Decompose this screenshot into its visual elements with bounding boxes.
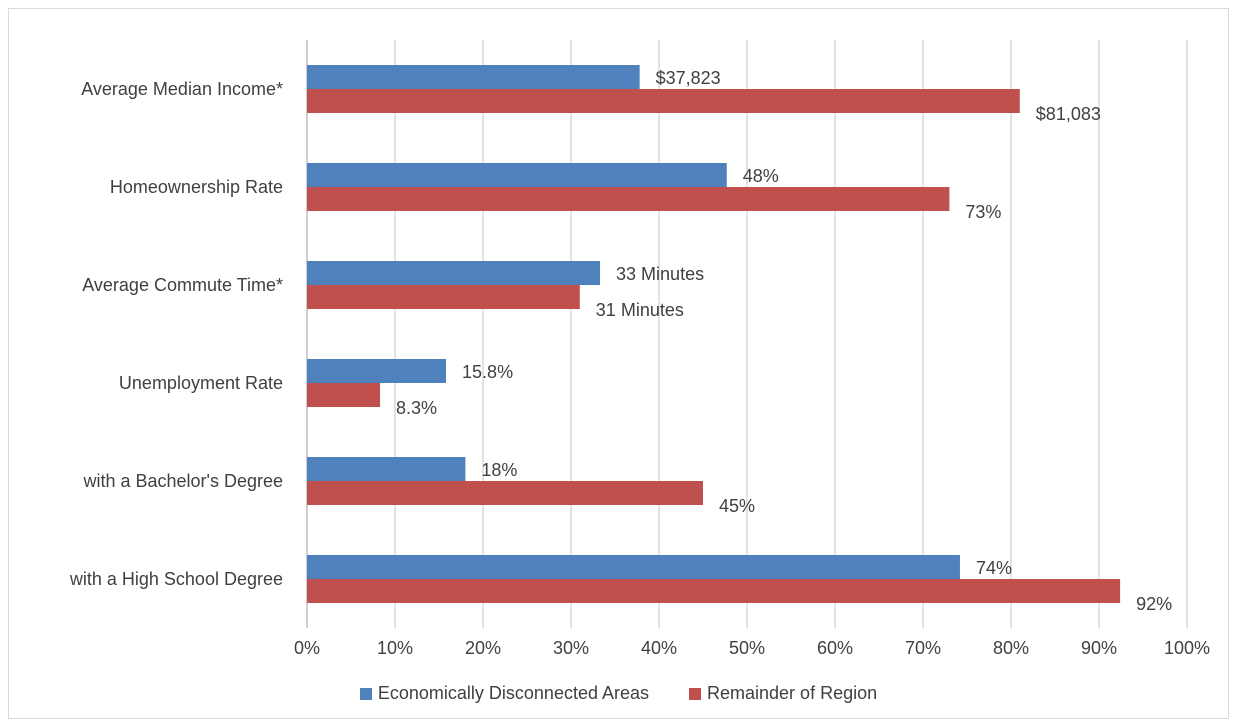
data-label-series-2: 73% (965, 202, 1001, 222)
category-label: with a High School Degree (69, 569, 283, 589)
bar-series-2 (307, 89, 1020, 113)
x-tick-label: 10% (377, 638, 413, 658)
category-label: Unemployment Rate (119, 373, 283, 393)
legend-item-series-1: Economically Disconnected Areas (359, 683, 650, 704)
data-label-series-1: 15.8% (462, 362, 513, 382)
data-label-series-2: 8.3% (396, 398, 437, 418)
data-label-series-2: 31 Minutes (596, 300, 684, 320)
bar-series-1 (307, 65, 640, 89)
category-label: Average Commute Time* (82, 275, 283, 295)
x-tick-label: 60% (817, 638, 853, 658)
x-tick-label: 30% (553, 638, 589, 658)
category-label: Average Median Income* (81, 79, 283, 99)
bar-series-1 (307, 359, 447, 383)
legend-label-series-2: Remainder of Region (707, 683, 878, 703)
legend-item-series-2: Remainder of Region (689, 683, 877, 704)
x-tick-label: 20% (465, 638, 501, 658)
data-label-series-2: $81,083 (1036, 104, 1101, 124)
category-label: with a Bachelor's Degree (82, 471, 283, 491)
x-tick-label: 40% (641, 638, 677, 658)
bar-series-2 (307, 579, 1121, 603)
legend-label-series-1: Economically Disconnected Areas (377, 683, 650, 703)
legend-swatch-series-1 (359, 687, 372, 700)
x-tick-label: 80% (993, 638, 1029, 658)
bar-series-2 (307, 285, 580, 309)
data-label-series-1: 48% (743, 166, 779, 186)
data-label-series-1: 18% (481, 460, 517, 480)
x-tick-label: 90% (1081, 638, 1117, 658)
data-label-series-2: 92% (1136, 594, 1172, 614)
data-label-series-1: $37,823 (656, 68, 721, 88)
x-tick-label: 70% (905, 638, 941, 658)
data-label-series-1: 33 Minutes (616, 264, 704, 284)
bar-series-1 (307, 555, 960, 579)
x-tick-label: 100% (1164, 638, 1210, 658)
legend: Economically Disconnected Areas Remainde… (0, 683, 1237, 704)
legend-swatch-series-2 (689, 687, 702, 700)
category-label: Homeownership Rate (110, 177, 283, 197)
bar-series-1 (307, 261, 601, 285)
bar-series-2 (307, 383, 381, 407)
x-tick-label: 0% (294, 638, 320, 658)
data-label-series-2: 45% (719, 496, 755, 516)
bar-series-1 (307, 163, 727, 187)
bar-series-2 (307, 481, 703, 505)
data-label-series-1: 74% (976, 558, 1012, 578)
bar-series-2 (307, 187, 950, 211)
x-tick-label: 50% (729, 638, 765, 658)
bar-series-1 (307, 457, 466, 481)
